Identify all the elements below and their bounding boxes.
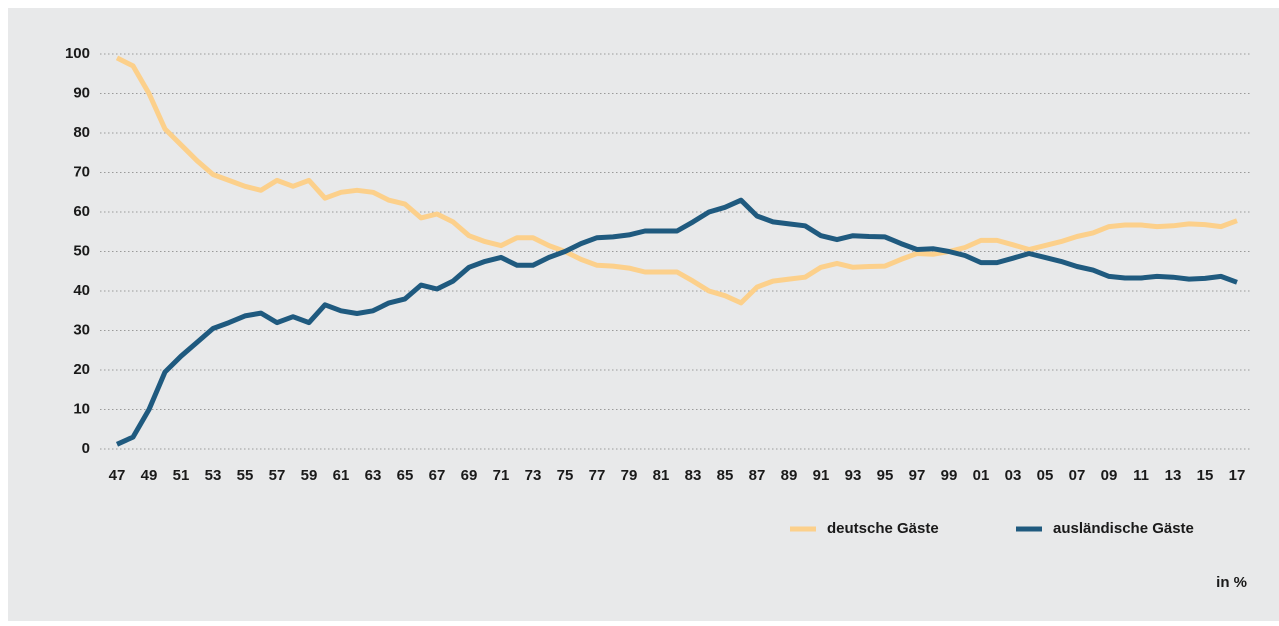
legend-label: deutsche Gäste xyxy=(827,520,939,537)
x-tick-label: 07 xyxy=(1069,467,1086,484)
y-tick-label: 80 xyxy=(73,124,90,141)
y-tick-label: 10 xyxy=(73,400,90,417)
x-tick-label: 79 xyxy=(621,467,638,484)
x-tick-label: 73 xyxy=(525,467,542,484)
x-tick-label: 63 xyxy=(365,467,382,484)
x-tick-label: 67 xyxy=(429,467,446,484)
x-tick-label: 93 xyxy=(845,467,862,484)
y-tick-label: 30 xyxy=(73,321,90,338)
x-tick-label: 53 xyxy=(205,467,222,484)
y-tick-label: 70 xyxy=(73,163,90,180)
x-tick-label: 65 xyxy=(397,467,414,484)
x-tick-label: 69 xyxy=(461,467,478,484)
x-tick-label: 15 xyxy=(1197,467,1214,484)
x-tick-label: 87 xyxy=(749,467,766,484)
x-tick-label: 11 xyxy=(1133,467,1149,484)
line xyxy=(115,55,1238,306)
x-tick-label: 57 xyxy=(269,467,286,484)
x-tick-label: 17 xyxy=(1229,467,1246,484)
x-tick-label: 09 xyxy=(1101,467,1118,484)
x-tick-label: 89 xyxy=(781,467,798,484)
y-tick-label: 100 xyxy=(65,45,90,62)
y-tick-label: 40 xyxy=(73,282,90,299)
y-tick-label: 90 xyxy=(73,84,90,101)
x-tick-label: 01 xyxy=(973,467,990,484)
line xyxy=(115,197,1238,447)
unit-note: in % xyxy=(1216,574,1247,591)
x-tick-label: 49 xyxy=(141,467,158,484)
x-tick-label: 85 xyxy=(717,467,734,484)
x-tick-label: 61 xyxy=(333,467,350,484)
x-tick-label: 03 xyxy=(1005,467,1022,484)
x-tick-label: 77 xyxy=(589,467,606,484)
x-tick-label: 59 xyxy=(301,467,318,484)
x-tick-label: 55 xyxy=(237,467,254,484)
y-tick-label: 20 xyxy=(73,361,90,378)
x-tick-label: 83 xyxy=(685,467,702,484)
x-tick-label: 71 xyxy=(493,467,510,484)
panel xyxy=(8,8,1279,621)
x-tick-label: 75 xyxy=(557,467,574,484)
x-tick-label: 99 xyxy=(941,467,958,484)
x-tick-label: 97 xyxy=(909,467,926,484)
y-tick-label: 0 xyxy=(82,440,90,457)
x-tick-label: 91 xyxy=(813,467,830,484)
x-tick-label: 95 xyxy=(877,467,894,484)
y-tick-label: 60 xyxy=(73,203,90,220)
legend-label: ausländische Gäste xyxy=(1053,520,1194,537)
x-tick-label: 13 xyxy=(1165,467,1182,484)
x-tick-label: 05 xyxy=(1037,467,1054,484)
x-tick-label: 47 xyxy=(109,467,126,484)
x-tick-label: 51 xyxy=(173,467,190,484)
x-tick-label: 81 xyxy=(653,467,670,484)
y-tick-label: 50 xyxy=(73,242,90,259)
